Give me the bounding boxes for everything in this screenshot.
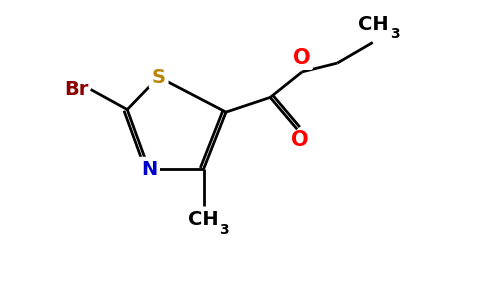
Text: 3: 3 xyxy=(219,223,229,237)
Text: N: N xyxy=(141,160,157,179)
Text: CH: CH xyxy=(188,210,219,229)
Text: CH: CH xyxy=(359,15,389,34)
Text: Br: Br xyxy=(64,80,88,99)
Text: S: S xyxy=(151,68,166,86)
Text: O: O xyxy=(293,48,311,68)
Text: 3: 3 xyxy=(390,27,400,41)
Text: O: O xyxy=(291,130,309,150)
